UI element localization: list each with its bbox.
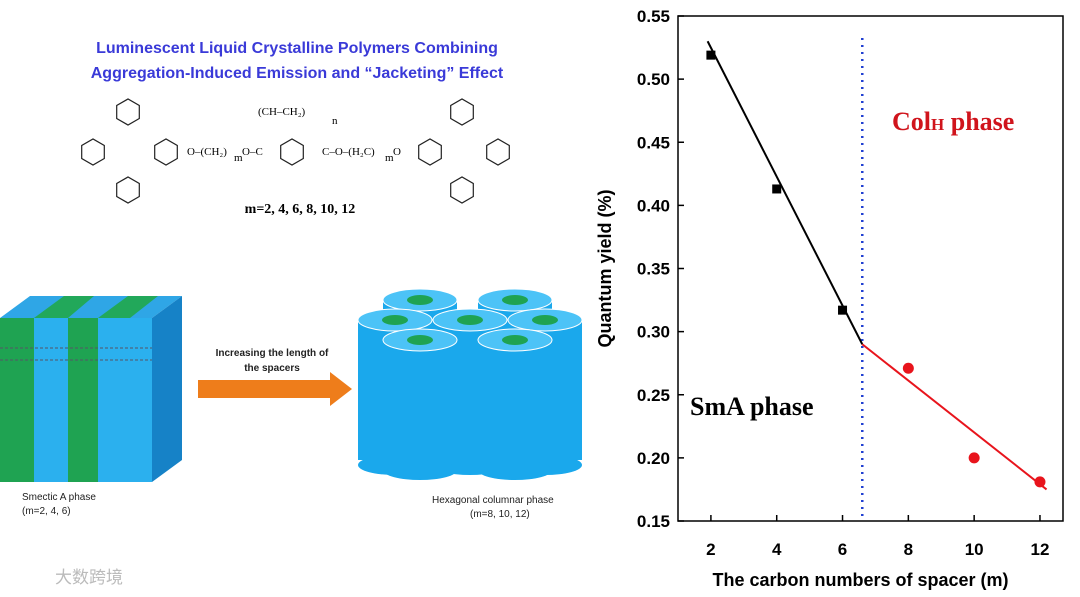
y-tick-label: 0.55 xyxy=(637,7,670,26)
x-tick-label: 6 xyxy=(838,540,847,559)
chem-label: m xyxy=(234,152,243,164)
chem-label: O xyxy=(393,146,401,158)
annotation: ColH phase xyxy=(892,107,1014,136)
column xyxy=(383,340,457,460)
subscript: H xyxy=(931,115,944,134)
ring xyxy=(418,138,442,166)
column-core xyxy=(532,315,558,325)
chem-label: n xyxy=(332,115,338,127)
y-tick-label: 0.35 xyxy=(637,260,670,279)
x-tick-label: 8 xyxy=(904,540,913,559)
column-core xyxy=(407,295,433,305)
point xyxy=(1034,476,1046,488)
annotation-text: SmA phase xyxy=(690,392,814,421)
y-tick-label: 0.45 xyxy=(637,133,670,152)
point xyxy=(838,305,848,315)
y-tick-label: 0.30 xyxy=(637,323,670,342)
title-line: Luminescent Liquid Crystalline Polymers … xyxy=(96,40,498,57)
fit-line xyxy=(861,343,1048,491)
point xyxy=(902,362,914,374)
chart: 2 4 6 8 10 12 0.15 0.20 0.25 0.30 0.35 0.40 0.45 0.50… xyxy=(595,7,1064,590)
annotation-text: Col xyxy=(892,107,931,136)
annotation: SmA phase xyxy=(690,392,814,421)
column-core xyxy=(502,335,528,345)
ring xyxy=(154,138,178,166)
ring xyxy=(81,138,105,166)
arrow-label: Increasing the length of xyxy=(216,348,329,359)
x-tick-label: 4 xyxy=(772,540,782,559)
chem-label: O–C xyxy=(242,146,263,158)
chem-label: (CH–CH₂) xyxy=(258,106,306,118)
scheme: Luminescent Liquid Crystalline Polymers … xyxy=(0,40,583,587)
caption: Smectic A phase xyxy=(22,492,96,503)
ring xyxy=(280,138,304,166)
watermark: 大数跨境 xyxy=(55,568,123,587)
block-side xyxy=(152,296,182,482)
chem-label: m xyxy=(385,152,394,164)
structure-caption: m=2, 4, 6, 8, 10, 12 xyxy=(245,202,356,217)
layer xyxy=(34,296,94,318)
ring xyxy=(116,98,140,126)
y-tick-label: 0.50 xyxy=(637,70,670,89)
point xyxy=(968,452,980,464)
y-tick-label: 0.25 xyxy=(637,386,670,405)
caption: (m=8, 10, 12) xyxy=(470,509,530,520)
y-tick-label: 0.40 xyxy=(637,196,670,215)
column-core xyxy=(502,295,528,305)
y-axis-label: Quantum yield (%) xyxy=(595,189,615,347)
y-tick-label: 0.15 xyxy=(637,512,670,531)
point xyxy=(772,184,782,194)
column-base xyxy=(478,460,552,480)
x-axis-label: The carbon numbers of spacer (m) xyxy=(712,570,1008,590)
arrow xyxy=(198,372,352,406)
column-base xyxy=(383,460,457,480)
column-core xyxy=(407,335,433,345)
ring xyxy=(450,176,474,204)
column-core xyxy=(382,315,408,325)
plot-frame xyxy=(677,15,1064,522)
annotation-text: phase xyxy=(944,107,1014,136)
ring xyxy=(486,138,510,166)
fit-line xyxy=(706,40,864,345)
arrow-label: the spacers xyxy=(244,363,300,374)
layer xyxy=(98,296,158,318)
y-tick-label: 0.20 xyxy=(637,449,670,468)
layer xyxy=(0,318,34,482)
column xyxy=(478,340,552,460)
caption: Hexagonal columnar phase xyxy=(432,495,554,506)
x-tick-label: 2 xyxy=(706,540,715,559)
x-tick-label: 10 xyxy=(965,540,984,559)
layer xyxy=(68,318,98,482)
x-tick-label: 12 xyxy=(1031,540,1050,559)
title-line: Aggregation-Induced Emission and “Jacket… xyxy=(91,65,504,82)
ring xyxy=(116,176,140,204)
chem-label: O–(CH₂) xyxy=(187,146,227,158)
column-core xyxy=(457,315,483,325)
block-top xyxy=(0,296,182,318)
caption: (m=2, 4, 6) xyxy=(22,506,71,517)
ring xyxy=(450,98,474,126)
chemical-structure xyxy=(81,98,510,204)
chem-label: C–O–(H₂C) xyxy=(322,146,375,158)
point xyxy=(706,50,716,60)
columns xyxy=(357,288,583,480)
